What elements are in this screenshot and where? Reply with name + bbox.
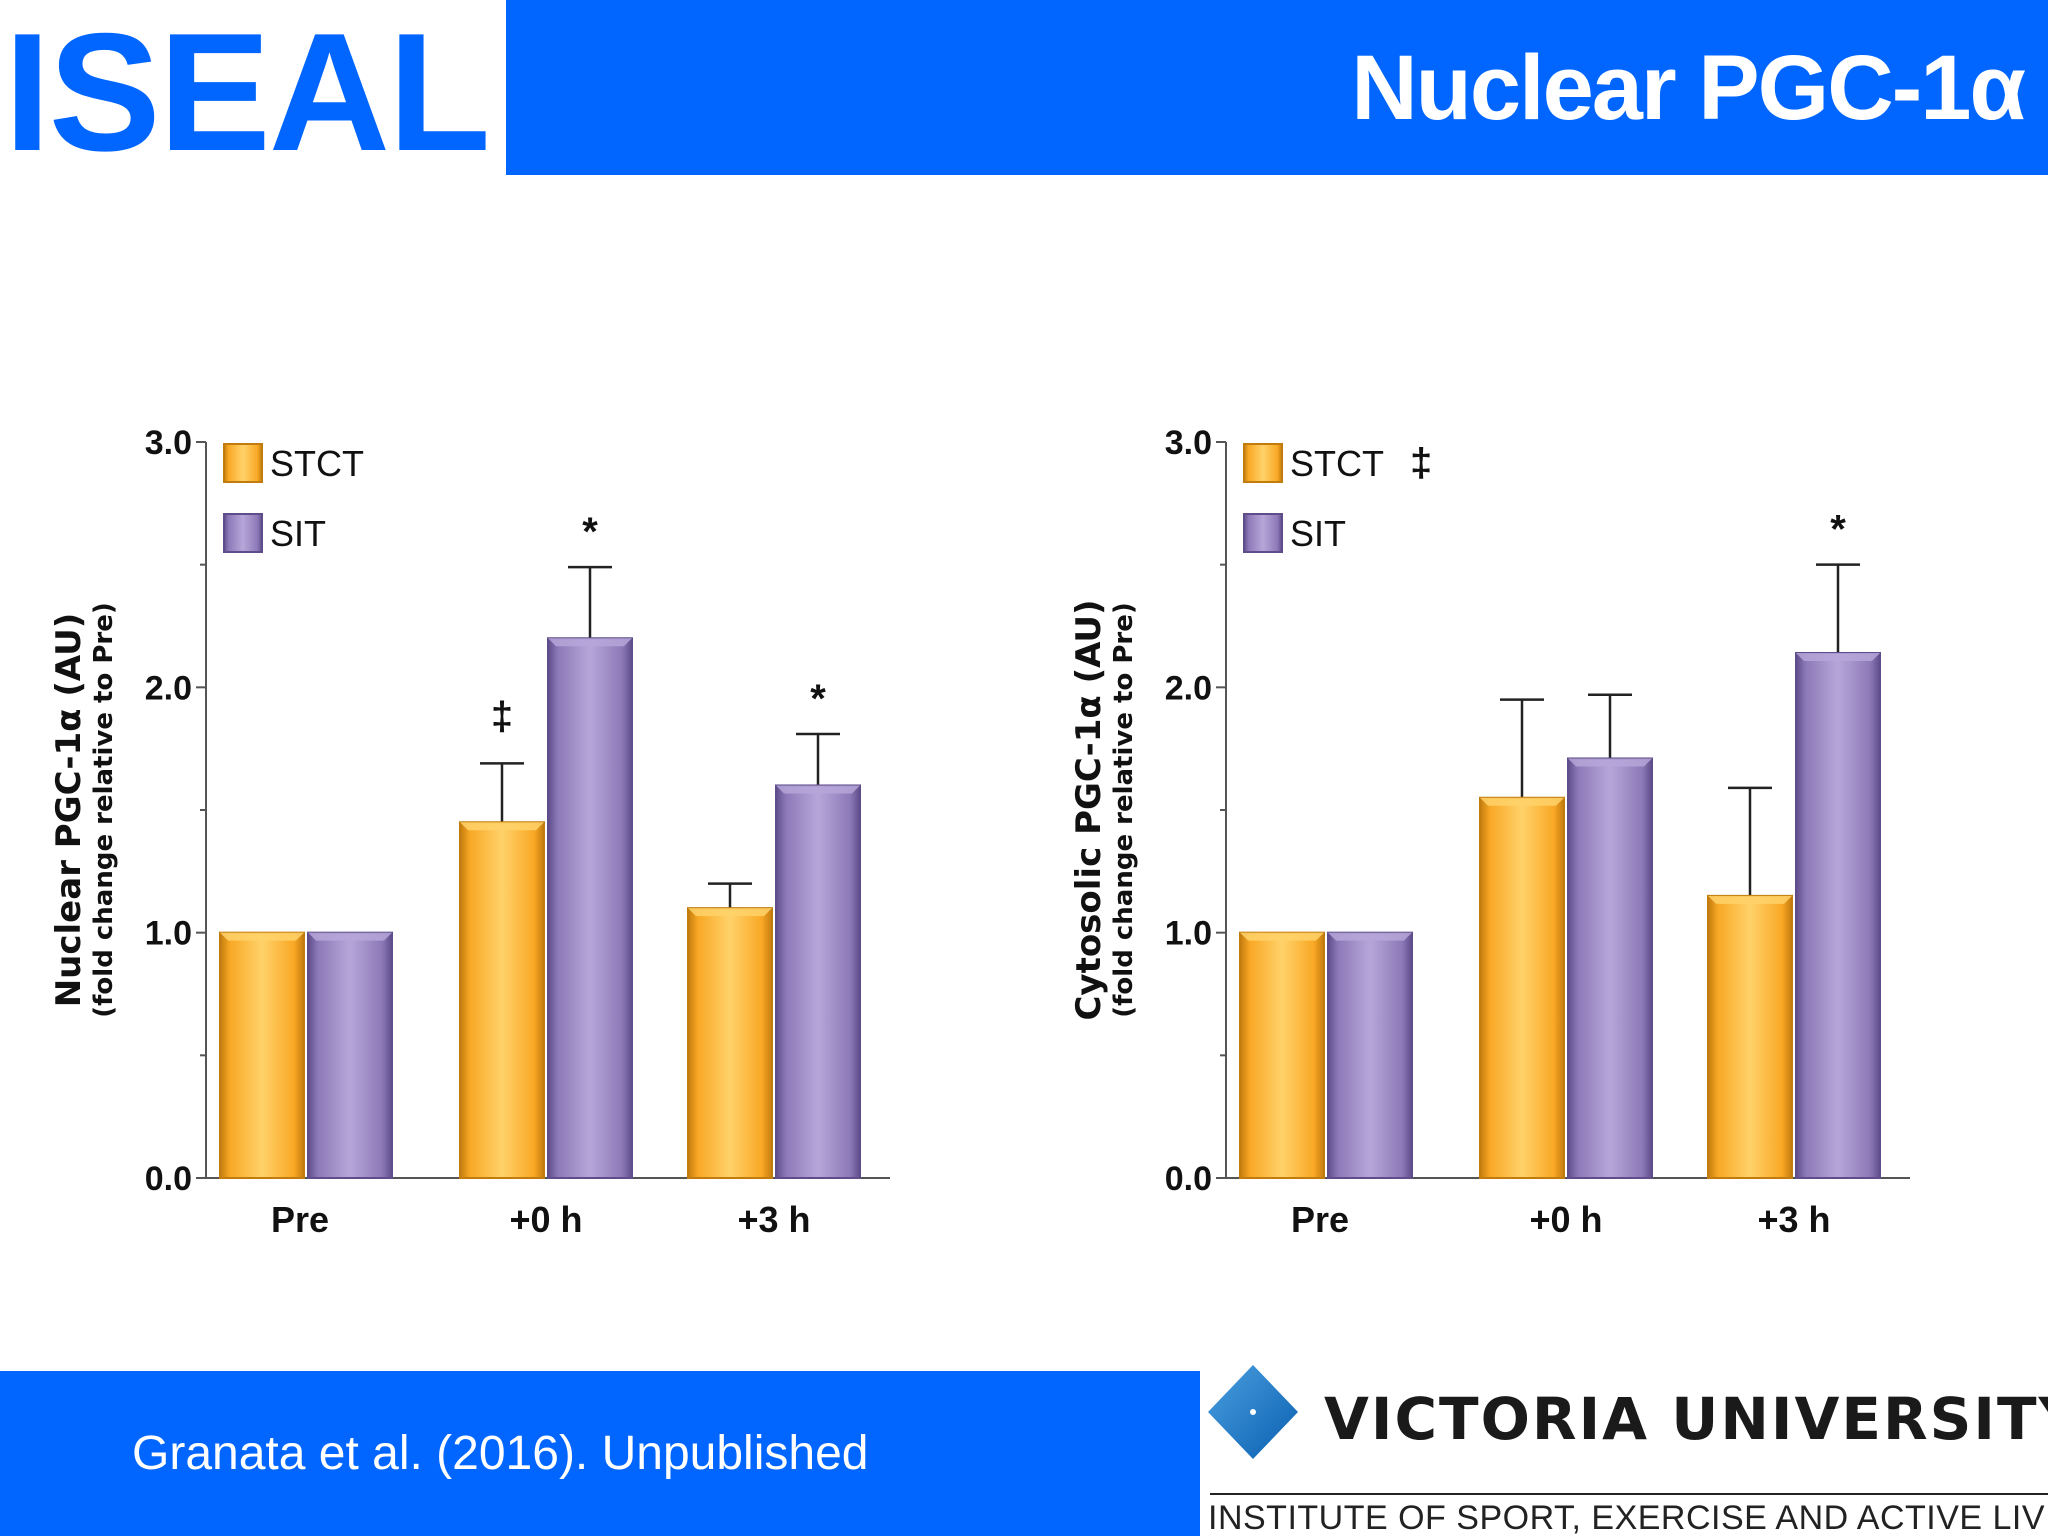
bar-stct [1239, 931, 1325, 1180]
bar-bevel [1796, 652, 1880, 661]
title-bar: Nuclear PGC-1α [506, 0, 2048, 175]
bar-sit [1327, 931, 1413, 1180]
legend-label: SIT [270, 513, 326, 554]
y-tick-label: 0.0 [145, 1160, 192, 1198]
institute-name: INSTITUTE OF SPORT, EXERCISE AND ACTIVE … [1208, 1499, 2048, 1537]
category-label: +0 h [509, 1199, 582, 1240]
bar-bevel [460, 822, 544, 831]
legend-significance-mark: ‡ [1410, 441, 1432, 485]
legend-swatch-stct [1243, 443, 1283, 483]
category-label: +3 h [1757, 1199, 1830, 1240]
bar-bevel [688, 908, 772, 917]
y-axis-label: Cytosolic PGC-1α (AU) [1069, 599, 1109, 1020]
y-tick-label: 2.0 [1165, 669, 1212, 707]
category-label: +3 h [737, 1199, 810, 1240]
nuclear-pgc1a-chart: 0.0 1.0 2.0 3.0 Nuclear PGC-1α (AU) (fold cha… [49, 424, 890, 1240]
category-label: Pre [271, 1199, 329, 1240]
footer-bar: Granata et al. (2016). Unpublished [0, 1371, 1200, 1536]
bar-bevel [220, 932, 304, 941]
bar-stct [1707, 894, 1793, 1179]
slide-title: Nuclear PGC-1α [1351, 37, 2026, 139]
legend-swatch-sit [223, 513, 263, 553]
y-tick-label: 0.0 [1165, 1160, 1212, 1198]
bar-bevel [308, 932, 392, 941]
vu-diamond-icon [1208, 1365, 1298, 1459]
y-tick-label: 3.0 [145, 424, 192, 462]
legend-label: STCT [270, 443, 364, 484]
y-tick-label: 3.0 [1165, 424, 1212, 462]
category-label: Pre [1291, 1199, 1349, 1240]
divider [1210, 1493, 2048, 1495]
bar-bevel [1480, 797, 1564, 806]
legend-label: SIT [1290, 513, 1346, 554]
bar-sit [547, 637, 633, 1179]
citation-text: Granata et al. (2016). Unpublished [132, 1427, 869, 1480]
victoria-university-logo: VICTORIA UNIVERSITY INSTITUTE OF SPORT, … [1200, 1350, 2048, 1537]
bar-bevel [1240, 932, 1324, 941]
bar-stct [1479, 796, 1565, 1179]
bar-sit [1567, 757, 1653, 1179]
cytosolic-pgc1a-chart: 0.0 1.0 2.0 3.0 Cytosolic PGC-1α (AU) (fold c… [1069, 424, 1910, 1240]
iseal-logo: ISEAL [4, 0, 491, 186]
bar-bevel [1568, 758, 1652, 767]
bar-sit [775, 784, 861, 1179]
legend-label: STCT [1290, 443, 1384, 484]
category-label: +0 h [1529, 1199, 1602, 1240]
bar-sit [1795, 651, 1881, 1179]
bar-stct [219, 931, 305, 1180]
significance-mark: * [582, 510, 598, 554]
bar-stct [459, 821, 545, 1179]
bar-bevel [776, 785, 860, 794]
y-axis-label: Nuclear PGC-1α (AU) [49, 613, 89, 1008]
y-tick-label: 1.0 [1165, 915, 1212, 953]
legend-swatch-stct [223, 443, 263, 483]
significance-mark: * [1830, 508, 1846, 552]
bar-sit [307, 931, 393, 1180]
bar-stct [687, 907, 773, 1179]
significance-mark: ‡ [491, 694, 513, 738]
legend-swatch-sit [1243, 513, 1283, 553]
bar-bevel [548, 638, 632, 647]
y-axis-sublabel: (fold change relative to Pre) [89, 602, 119, 1018]
bar-bevel [1708, 895, 1792, 904]
y-axis-sublabel: (fold change relative to Pre) [1109, 602, 1139, 1018]
bar-bevel [1328, 932, 1412, 941]
significance-mark: * [810, 677, 826, 721]
y-tick-label: 2.0 [145, 669, 192, 707]
university-name: VICTORIA UNIVERSITY [1324, 1385, 2048, 1453]
y-tick-label: 1.0 [145, 915, 192, 953]
